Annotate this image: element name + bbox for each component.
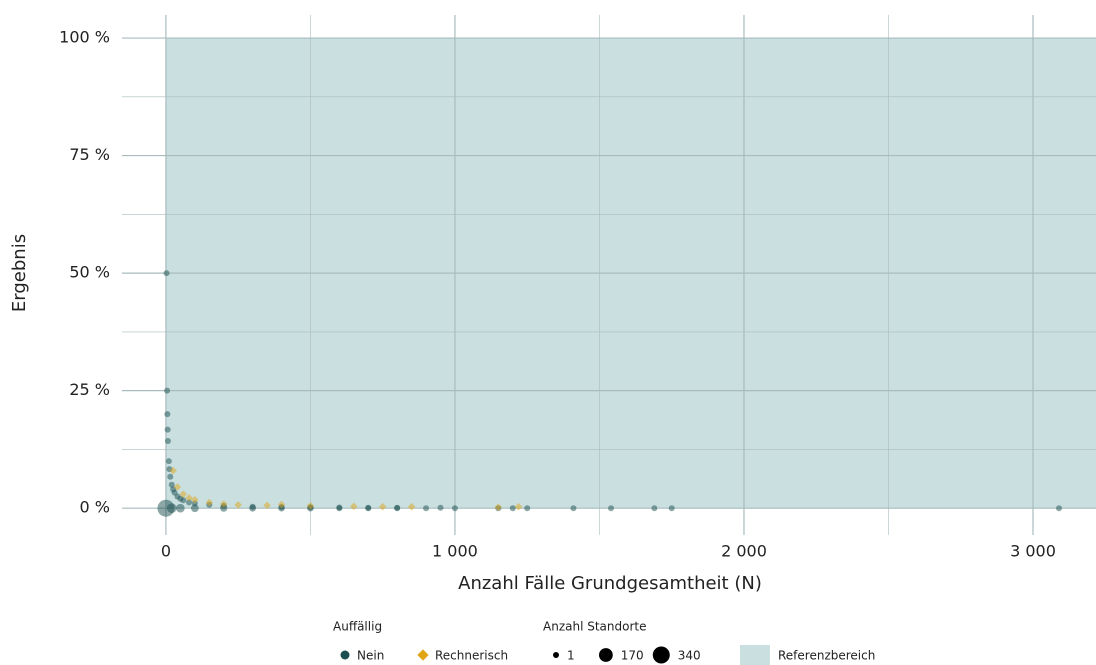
plot-area	[122, 15, 1096, 535]
legend-label: Referenzbereich	[778, 649, 875, 663]
size-legend-label: 170	[621, 649, 644, 663]
y-tick-label: 75 %	[69, 145, 110, 164]
size-legend-marker	[553, 652, 559, 658]
data-point	[190, 504, 199, 513]
data-point	[668, 505, 675, 512]
y-tick-label: 50 %	[69, 263, 110, 282]
legend-marker	[417, 649, 429, 661]
x-tick-label: 0	[161, 542, 171, 561]
data-point	[164, 437, 171, 444]
data-point	[185, 494, 193, 502]
size-legend-label: 340	[678, 649, 701, 663]
size-legend-label: 1	[567, 649, 575, 663]
data-point	[234, 501, 242, 509]
data-point	[263, 501, 271, 510]
data-point	[205, 498, 214, 507]
data-point	[437, 504, 444, 511]
data-point	[514, 503, 523, 511]
data-point	[164, 387, 171, 394]
data-point	[407, 503, 416, 511]
data-point	[336, 505, 343, 512]
data-point	[180, 497, 187, 504]
data-point	[167, 473, 174, 480]
data-point	[168, 481, 175, 488]
size-legend-marker	[599, 648, 613, 662]
legend-marker	[340, 650, 350, 660]
data-point	[306, 502, 315, 510]
data-point	[277, 500, 286, 509]
data-point	[365, 505, 372, 512]
data-point	[186, 499, 193, 506]
data-point	[570, 505, 577, 512]
legend-title: Anzahl Standorte	[543, 620, 646, 634]
legend-label: Nein	[357, 649, 384, 663]
data-point	[524, 505, 531, 512]
data-point	[350, 502, 358, 511]
data-point	[378, 503, 387, 511]
data-point	[249, 504, 257, 512]
data-point	[509, 505, 516, 512]
x-tick-label: 3 000	[1010, 542, 1056, 561]
data-point	[165, 458, 172, 465]
data-point	[423, 505, 430, 512]
x-tick-label: 1 000	[432, 542, 478, 561]
x-axis-label: Anzahl Fälle Grundgesamtheit (N)	[458, 573, 762, 594]
size-legend-marker	[652, 646, 670, 664]
data-point	[451, 505, 458, 512]
data-point	[179, 490, 188, 498]
data-point	[651, 505, 658, 512]
data-point	[176, 503, 185, 513]
data-point	[394, 505, 401, 512]
data-point	[164, 411, 171, 418]
data-point	[191, 495, 199, 504]
data-point	[169, 466, 177, 475]
y-axis-label: Ergebnis	[9, 234, 30, 312]
data-point	[608, 505, 615, 512]
data-point	[173, 483, 182, 491]
legend-reference-swatch	[740, 645, 770, 665]
data-point	[164, 426, 171, 433]
data-point	[219, 500, 228, 508]
y-tick-label: 25 %	[69, 380, 110, 399]
x-tick-label: 2 000	[721, 542, 767, 561]
data-point	[163, 270, 170, 277]
data-point	[494, 503, 503, 512]
legend-label: Rechnerisch	[435, 649, 508, 663]
y-tick-label: 100 %	[59, 28, 110, 47]
y-tick-label: 0 %	[80, 498, 110, 517]
data-point	[220, 504, 228, 512]
legend-title: Auffällig	[333, 620, 382, 634]
data-point	[1056, 505, 1063, 512]
data-point	[278, 504, 285, 512]
data-point	[166, 503, 177, 514]
